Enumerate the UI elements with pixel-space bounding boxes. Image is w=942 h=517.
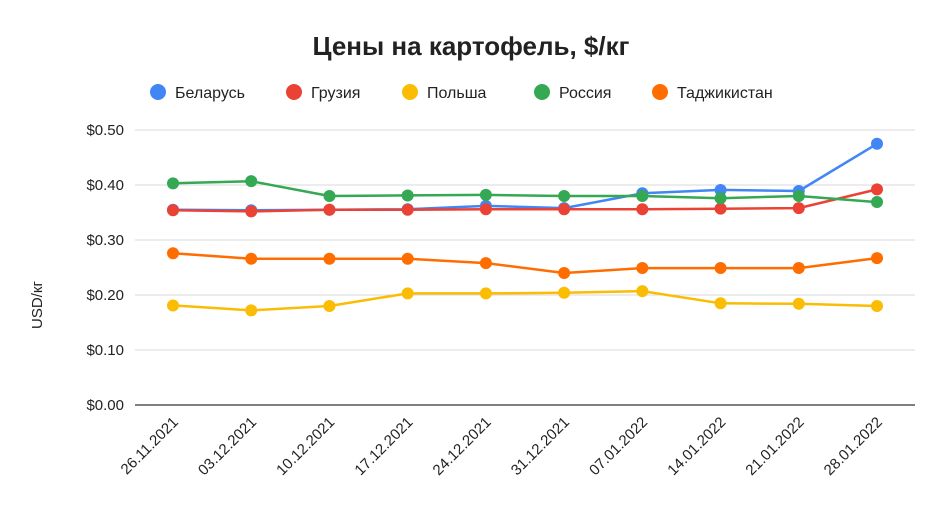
data-point — [714, 202, 727, 215]
data-point — [871, 137, 883, 150]
legend-label: Россия — [559, 85, 611, 102]
legend-label: Грузия — [311, 85, 360, 102]
data-point — [792, 262, 805, 275]
data-point — [167, 177, 179, 190]
x-tick-label: 31.12.2021 — [508, 414, 573, 479]
data-point — [636, 285, 649, 298]
legend-marker — [402, 84, 418, 100]
y-axis-label: USD/кг — [29, 281, 46, 329]
x-tick-label: 03.12.2021 — [195, 414, 260, 479]
legend-marker — [652, 84, 668, 100]
y-axis-ticks: $0.00 $0.10 $0.20 $0.30 $0.40 $0.50 — [86, 122, 124, 414]
data-point — [558, 203, 571, 216]
data-point — [167, 247, 179, 260]
x-tick-label: 28.01.2022 — [821, 414, 886, 479]
x-tick-label: 26.11.2021 — [118, 414, 182, 478]
legend-marker — [286, 84, 302, 100]
data-point — [245, 304, 258, 317]
data-point — [714, 262, 727, 275]
data-point — [558, 286, 571, 299]
legend-item: Беларусь — [150, 84, 245, 102]
data-point — [558, 267, 571, 279]
y-tick-label: $0.10 — [86, 342, 124, 359]
data-point — [871, 183, 883, 196]
data-point — [323, 203, 336, 216]
y-tick-label: $0.00 — [86, 397, 124, 414]
data-point — [479, 287, 492, 300]
legend-label: Польша — [427, 85, 487, 102]
series-line — [172, 188, 878, 213]
data-point — [636, 203, 649, 216]
series-line — [172, 289, 878, 312]
legend-item: Польша — [402, 84, 487, 102]
legend: Беларусь Грузия Польша Россия Таджикистан — [150, 84, 773, 102]
data-point — [558, 190, 571, 202]
data-point — [401, 252, 414, 265]
series-lines — [172, 142, 878, 312]
data-point — [479, 188, 492, 201]
data-point — [245, 205, 258, 218]
data-point — [167, 299, 179, 312]
series-line — [172, 179, 878, 204]
x-tick-label: 17.12.2021 — [351, 414, 416, 479]
data-point — [714, 192, 727, 205]
series-line — [172, 142, 878, 212]
data-point — [871, 196, 883, 209]
legend-label: Таджикистан — [677, 85, 773, 102]
x-tick-label: 07.01.2022 — [586, 414, 651, 479]
x-tick-label: 10.12.2021 — [273, 414, 338, 479]
data-point — [401, 189, 414, 202]
y-tick-label: $0.40 — [86, 177, 124, 194]
series-points — [167, 137, 883, 317]
data-point — [323, 252, 336, 265]
x-axis-ticks: 26.11.2021 03.12.2021 10.12.2021 17.12.2021… — [118, 414, 886, 479]
data-point — [871, 300, 883, 312]
data-point — [636, 262, 649, 275]
data-point — [714, 183, 727, 196]
legend-item: Россия — [534, 84, 611, 102]
y-tick-label: $0.50 — [86, 122, 124, 139]
legend-item: Грузия — [286, 84, 360, 102]
chart-title: Цены на картофель, $/кг — [313, 31, 630, 61]
data-point — [401, 287, 414, 300]
data-point — [714, 297, 727, 310]
data-point — [792, 297, 805, 310]
x-tick-label: 14.01.2022 — [664, 414, 729, 479]
data-point — [245, 252, 258, 265]
legend-label: Беларусь — [175, 85, 245, 102]
data-point — [323, 190, 336, 202]
data-point — [636, 190, 649, 202]
data-point — [167, 204, 179, 217]
data-point — [479, 203, 492, 216]
data-point — [871, 252, 883, 265]
y-tick-label: $0.30 — [86, 232, 124, 249]
data-point — [323, 300, 336, 312]
x-tick-label: 24.12.2021 — [430, 414, 495, 479]
legend-marker — [534, 84, 550, 100]
data-point — [401, 203, 414, 216]
data-point — [479, 257, 492, 270]
legend-item: Таджикистан — [652, 84, 773, 102]
legend-marker — [150, 84, 166, 100]
y-tick-label: $0.20 — [86, 287, 124, 304]
data-point — [792, 190, 805, 202]
data-point — [245, 175, 258, 188]
data-point — [792, 202, 805, 215]
series-line — [172, 251, 878, 275]
x-tick-label: 21.01.2022 — [742, 414, 807, 479]
